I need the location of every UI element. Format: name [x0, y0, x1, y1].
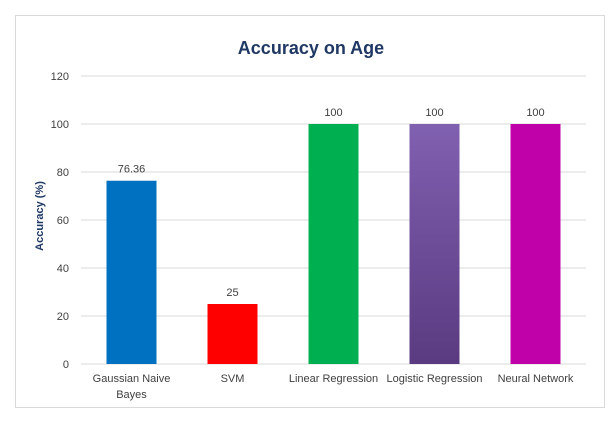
- x-tick-label: Linear Regression: [289, 373, 378, 385]
- y-tick-label: 0: [63, 359, 69, 371]
- x-tick-label: Gaussian Naive: [93, 373, 171, 385]
- x-tick-label: Neural Network: [498, 373, 574, 385]
- bar: [409, 124, 460, 364]
- y-tick-label: 100: [51, 119, 69, 131]
- y-axis-label: Accuracy (%): [34, 181, 46, 251]
- chart-frame: Accuracy on Age Accuracy (%) 0 20 40 60 80 10…: [15, 15, 605, 408]
- bar-chart: Accuracy on Age Accuracy (%) 0 20 40 60 80 10…: [34, 38, 586, 401]
- bar: [106, 180, 157, 364]
- bar: [308, 124, 359, 364]
- x-tick-label: Bayes: [116, 389, 147, 401]
- data-label: 100: [526, 107, 544, 119]
- data-label: 100: [425, 107, 443, 119]
- x-tick-label: Logistic Regression: [387, 373, 483, 385]
- y-tick-label: 60: [57, 215, 69, 227]
- bar: [207, 304, 258, 364]
- data-label: 25: [226, 287, 238, 299]
- y-tick-label: 120: [51, 71, 69, 83]
- data-label: 76.36: [118, 164, 146, 176]
- y-tick-label: 20: [57, 311, 69, 323]
- data-label: 100: [324, 107, 342, 119]
- chart-title: Accuracy on Age: [238, 38, 384, 58]
- bar: [510, 124, 561, 364]
- x-tick-label: SVM: [221, 373, 245, 385]
- y-tick-label: 80: [57, 167, 69, 179]
- y-tick-label: 40: [57, 263, 69, 275]
